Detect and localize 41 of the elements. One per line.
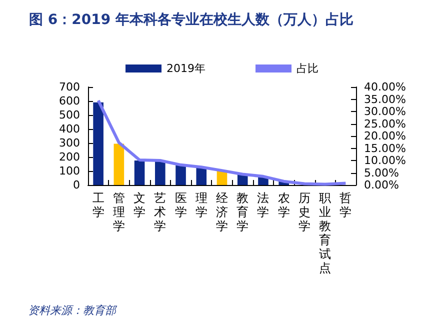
y-tick-label: 700 (59, 80, 80, 94)
bar (114, 144, 124, 185)
x-tick-label: 文学 (134, 191, 146, 219)
y2-tick-label: 35.00% (364, 92, 406, 106)
x-tick-label: 法学 (257, 191, 270, 219)
y2-tick-label: 20.00% (364, 130, 406, 142)
x-tick-label: 医学 (174, 191, 187, 219)
bar (176, 165, 186, 185)
x-tick-label: 教育学 (236, 191, 249, 233)
y-tick-label: 400 (59, 122, 80, 136)
y-tick-label: 0 (73, 178, 80, 192)
y-tick-label: 200 (59, 150, 80, 164)
y2-tick-label: 40.00% (364, 80, 406, 94)
x-tick-label: 经济学 (216, 191, 228, 233)
legend-label: 占比 (296, 62, 318, 75)
x-tick-label: 艺术学 (154, 191, 166, 233)
legend-label: 2019年 (166, 62, 206, 75)
y2-tick-label: 5.00% (364, 166, 399, 180)
x-tick-label: 哲学 (340, 191, 352, 219)
chart-title: 图 6：2019 年本科各专业在校生人数（万人）占比 (29, 11, 354, 28)
y-tick-label: 600 (59, 94, 80, 108)
x-tick-label: 理学 (195, 191, 208, 219)
bar (196, 168, 207, 185)
y2-tick-label: 30.00% (364, 105, 406, 118)
x-tick-label: 工学 (92, 191, 104, 219)
bar (134, 160, 145, 185)
bar (93, 102, 104, 185)
line-series (96, 98, 348, 186)
y2-tick-label: 15.00% (364, 142, 406, 155)
x-tick-label: 职业教育试点 (319, 191, 332, 275)
y2-tick-label: 0.00% (364, 178, 399, 192)
y2-tick-label: 25.00% (364, 117, 406, 130)
y-tick-label: 500 (59, 108, 80, 122)
y2-tick-label: 10.00% (364, 154, 406, 167)
y-tick-label: 300 (59, 136, 80, 150)
y-tick-label: 100 (59, 164, 80, 178)
bar (155, 161, 166, 185)
x-tick-label: 管理学 (112, 191, 125, 233)
x-tick-label: 农学 (278, 191, 290, 219)
text: 资料来源：教育部 (28, 304, 118, 317)
x-tick-label: 历史学 (298, 191, 310, 233)
